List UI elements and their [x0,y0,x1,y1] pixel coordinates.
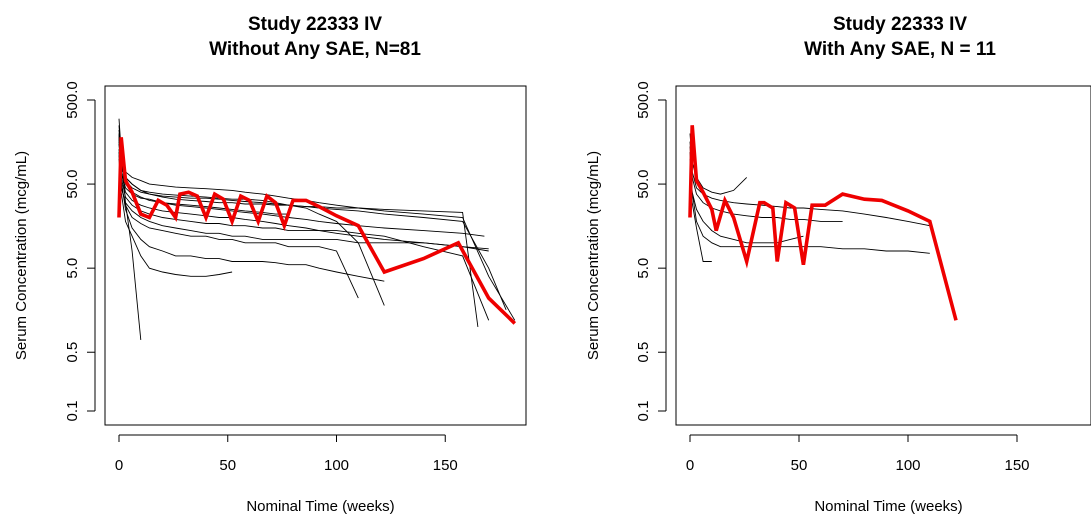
subject-line [118,149,385,282]
y-tick-label: 5.0 [64,258,81,279]
subject-line [689,152,930,254]
x-tick-label: 50 [791,457,808,474]
y-axis-label: Serum Concentration (mcg/mL) [13,151,30,360]
x-tick-label: 0 [686,457,694,474]
chart-title-line2: With Any SAE, N = 11 [804,39,996,60]
subject-line [118,139,489,250]
left-chart-panel: Study 22333 IV Without Any SAE, N=81 0.1 0.… [13,14,527,515]
x-tick-label: 150 [433,457,458,474]
y-tick-label: 500.0 [635,81,652,119]
y-axis-label: Serum Concentration (mcg/mL) [585,151,602,360]
series-group [117,118,517,340]
subject-line [689,146,843,222]
subject-line [118,137,507,310]
y-tick-label: 0.1 [635,401,652,422]
y-tick-label: 500.0 [64,81,81,119]
y-tick-label: 50.0 [64,169,81,198]
chart-title-line1: Study 22333 IV [248,14,382,35]
y-tick-label: 50.0 [635,169,652,198]
right-chart-panel: Study 22333 IV With Any SAE, N = 11 0.1 0.5… [585,14,1091,515]
x-tick-label: 150 [1004,457,1029,474]
x-axis-label: Nominal Time (weeks) [246,498,394,515]
subject-line [118,125,516,321]
x-tick-label: 100 [324,457,349,474]
subject-line [118,129,479,327]
series-group [688,125,958,321]
y-tick-label: 0.5 [635,342,652,363]
x-axis-label: Nominal Time (weeks) [814,498,962,515]
x-tick-label: 100 [895,457,920,474]
plot-frame [104,85,527,426]
y-tick-label: 5.0 [635,258,652,279]
highlight-line [117,137,517,325]
plot-frame [675,85,1091,426]
highlight-line [688,125,958,321]
y-tick-label: 0.1 [64,401,81,422]
subject-line [118,143,490,321]
subject-line [118,152,233,277]
subject-line [118,155,359,299]
chart-title-line1: Study 22333 IV [833,14,967,35]
subject-line [118,135,485,237]
subject-line [118,158,489,252]
y-tick-label: 0.5 [64,342,81,363]
x-tick-label: 0 [115,457,123,474]
x-tick-label: 50 [219,457,236,474]
chart-title-line2: Without Any SAE, N=81 [209,39,421,60]
